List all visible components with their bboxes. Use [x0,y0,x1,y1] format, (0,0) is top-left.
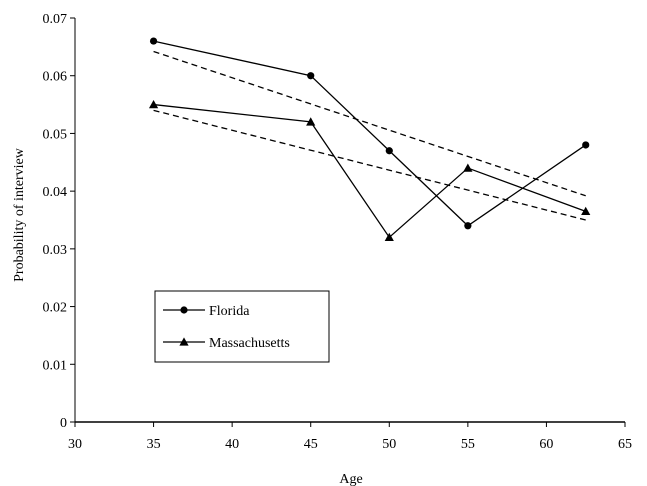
data-point-massachusetts [306,117,316,126]
legend-label-massachusetts: Massachusetts [209,336,290,351]
legend-label-florida: Florida [209,304,250,319]
x-tick-label: 30 [68,437,82,452]
trend-line-massachusetts [153,109,586,221]
legend-entries: Florida Massachusetts [163,304,290,351]
plot-area: 0 0.01 0.02 0.03 0.04 0.05 0.06 0.07 30 35 40 45 50… [43,12,633,452]
data-point-florida [385,147,393,155]
y-ticks: 0 0.01 0.02 0.03 0.04 0.05 0.06 0.07 [43,12,75,431]
trend-line-florida [153,50,586,197]
y-axis-title: Probability of interview [12,147,27,282]
data-point-florida [464,222,472,230]
series-markers [148,37,591,241]
data-point-massachusetts [581,206,591,216]
x-tick-label: 65 [618,437,632,452]
series-line-florida [153,40,587,227]
data-point-florida [307,72,315,80]
y-tick-label: 0.05 [43,127,68,142]
data-point-florida [582,141,590,149]
data-point-massachusetts [463,163,473,172]
y-tick-label: 0.02 [43,301,68,316]
series-line-massachusetts [153,103,586,239]
legend-marker-florida [180,306,188,314]
x-tick-label: 60 [539,437,553,452]
y-tick-label: 0.07 [43,12,68,27]
data-point-massachusetts [148,99,159,109]
y-tick-label: 0.06 [43,70,68,85]
series-lines [153,40,587,239]
legend: Florida Massachusetts [154,290,330,363]
data-point-florida [149,37,158,45]
y-tick-label: 0.04 [43,185,68,200]
trend-lines [153,50,586,221]
x-tick-label: 35 [147,437,161,452]
y-tick-label: 0 [60,416,67,431]
x-tick-label: 50 [382,437,396,452]
x-axis-title: Age [339,472,362,486]
legend-marker-massachusetts [179,337,189,346]
legend-box [154,290,330,363]
x-tick-label: 55 [461,437,475,452]
y-tick-label: 0.01 [43,358,68,373]
data-point-massachusetts [384,232,394,241]
x-ticks: 30 35 40 45 50 55 60 65 [68,422,632,452]
x-tick-label: 45 [304,437,318,452]
x-tick-label: 40 [225,437,239,452]
y-tick-label: 0.03 [43,243,68,258]
